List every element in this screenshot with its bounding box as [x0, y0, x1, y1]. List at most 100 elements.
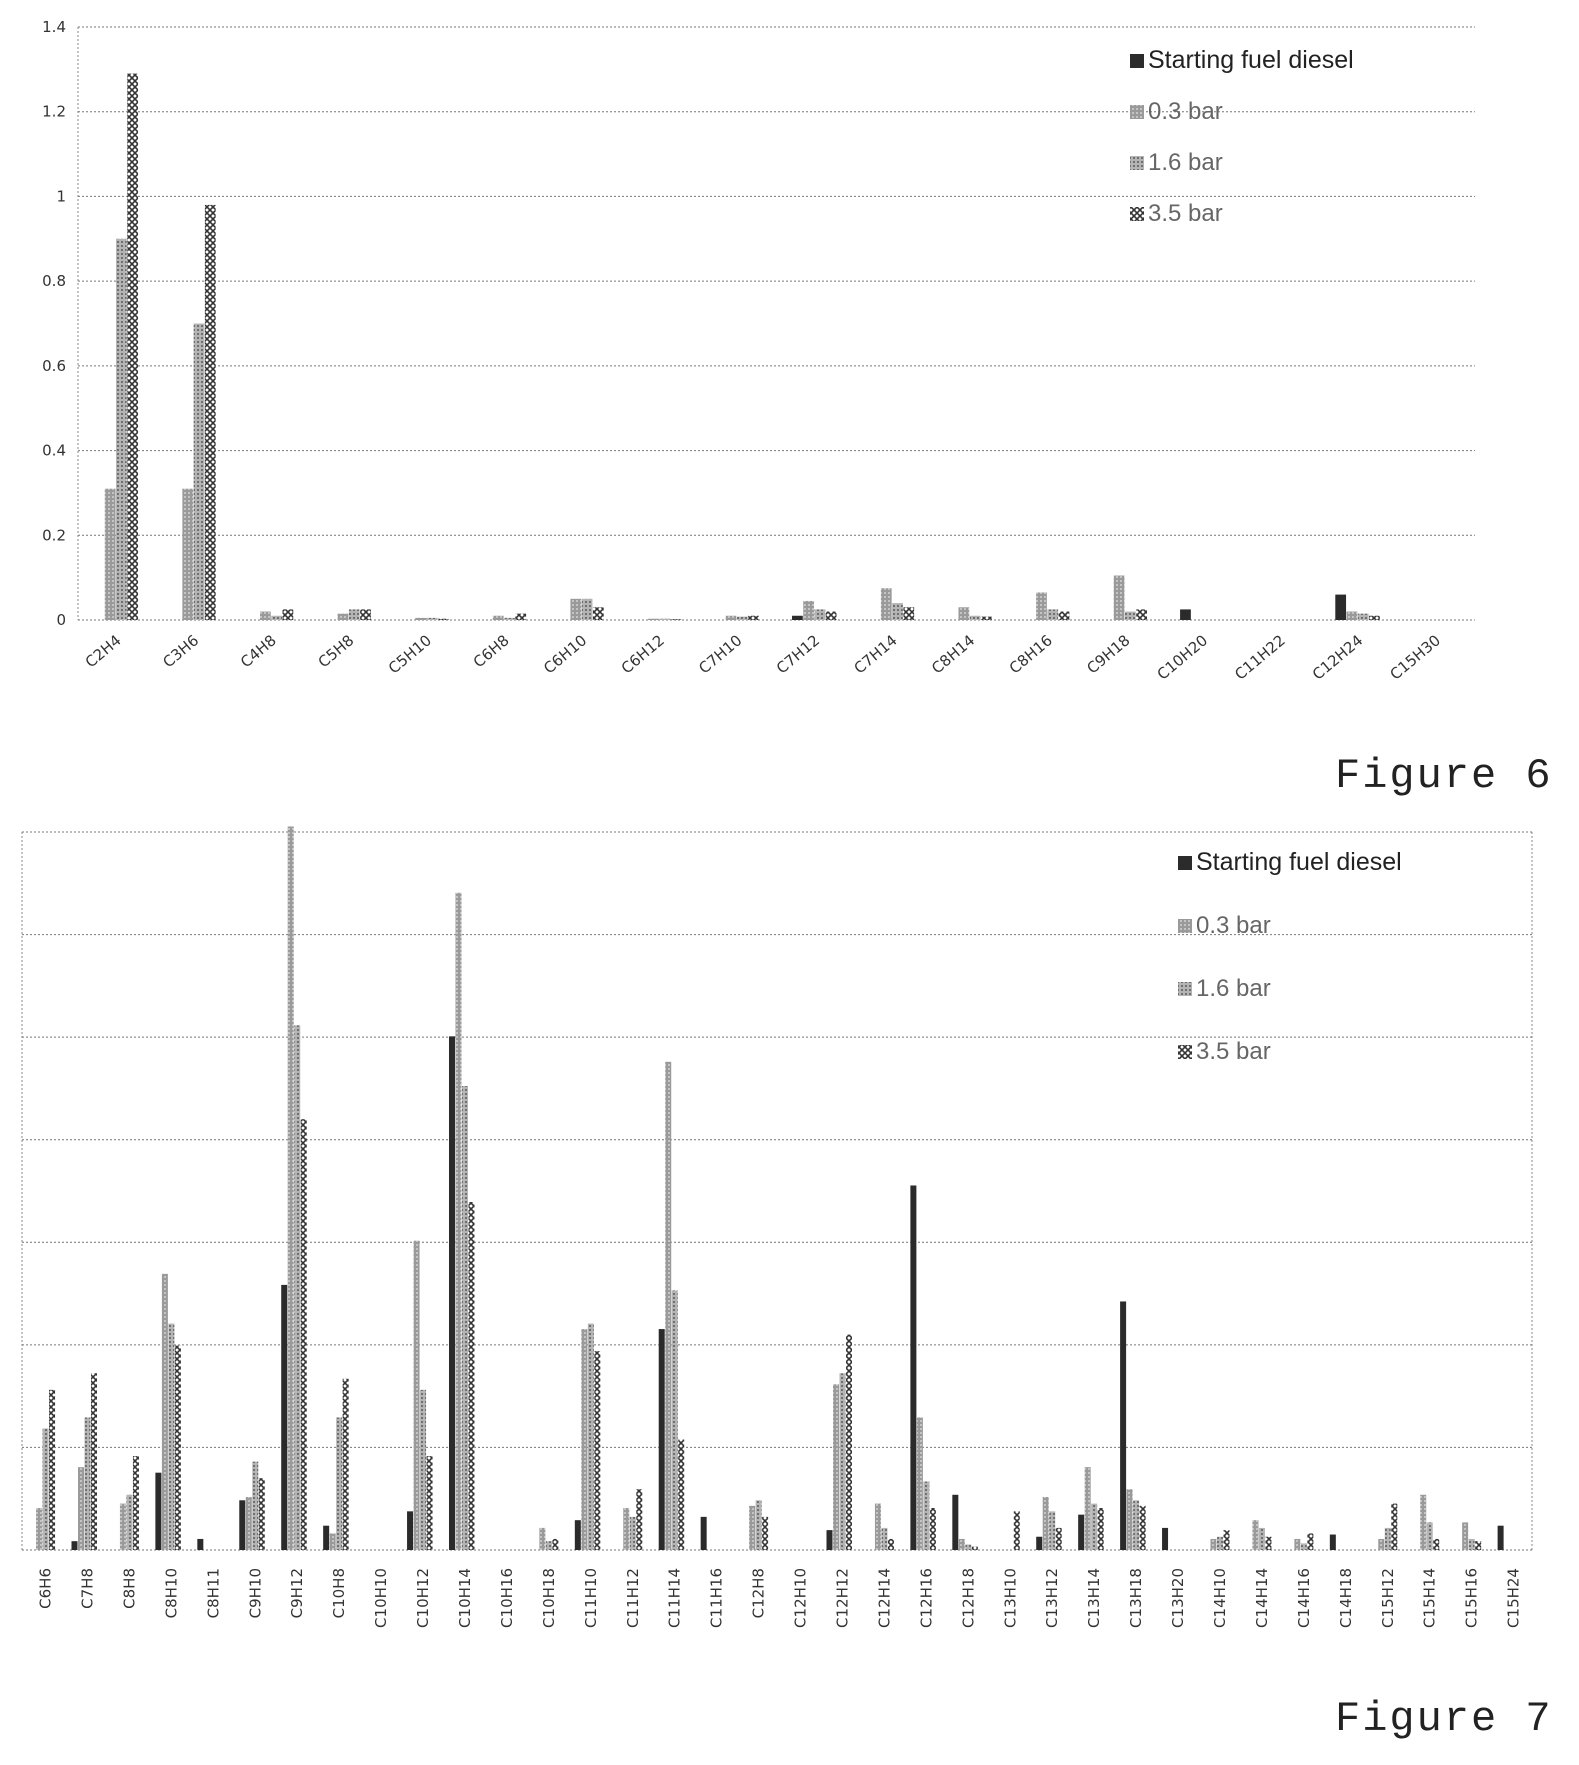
category-label: C15H12	[1379, 1568, 1397, 1628]
bar-c12h24-series-3	[1369, 615, 1380, 620]
bar-c5h8-series-1	[337, 613, 349, 620]
category-label: C11H12	[624, 1568, 642, 1628]
bar-c12h24-series-0	[1335, 594, 1347, 620]
legend-swatch	[1178, 919, 1192, 933]
category-label: C6H10	[540, 631, 590, 677]
bar-c15h14-series-3	[1433, 1538, 1440, 1550]
category-label: C7H8	[78, 1568, 96, 1609]
category-label: C4H8	[237, 631, 280, 671]
category-label: C10H20	[1154, 631, 1211, 683]
bar-c6h8-series-3	[515, 613, 527, 620]
bar-c8h10-series-3	[174, 1345, 181, 1550]
bar-c8h10-series-1	[161, 1273, 168, 1550]
bar-c15h14-series-1	[1420, 1494, 1427, 1550]
legend-swatch	[1178, 1045, 1192, 1059]
bar-c15h12-series-3	[1391, 1503, 1398, 1550]
bar-c7h8-series-3	[90, 1373, 97, 1550]
legend-swatch	[1130, 105, 1144, 119]
bar-c12h14-series-3	[887, 1538, 894, 1550]
bar-c9h18-series-1	[1113, 575, 1125, 620]
bar-c5h8-series-3	[360, 609, 371, 620]
bar-c8h14-series-3	[981, 616, 992, 620]
category-label: C6H8	[470, 631, 513, 671]
category-label: C11H22	[1231, 631, 1288, 683]
category-label: C12H12	[833, 1568, 851, 1628]
legend-label: 1.6 bar	[1148, 149, 1223, 176]
bar-c9h10-series-0	[239, 1500, 246, 1550]
bar-c13h14-series-0	[1078, 1514, 1085, 1550]
bar-c15h12-series-2	[1384, 1527, 1391, 1550]
bar-c9h12-series-3	[300, 1119, 307, 1550]
category-label: C8H8	[120, 1568, 138, 1609]
bar-c6h6-series-2	[42, 1428, 49, 1550]
category-label: C14H10	[1211, 1568, 1229, 1628]
category-label: C15H16	[1463, 1568, 1481, 1628]
legend-label: 0.3 bar	[1148, 98, 1223, 125]
bar-c4h8-series-3	[282, 609, 294, 620]
bar-c15h12-series-1	[1378, 1538, 1385, 1550]
category-label: C7H10	[695, 631, 745, 677]
bar-c5h8-series-2	[348, 609, 360, 620]
bar-c7h12-series-2	[814, 609, 826, 620]
bar-c7h12-series-1	[803, 600, 815, 620]
bar-c10h14-series-1	[455, 892, 462, 1550]
bar-c10h12-series-0	[407, 1511, 414, 1550]
bar-c6h12-series-1	[648, 618, 659, 620]
bar-c15h14-series-2	[1426, 1522, 1433, 1550]
category-label: C10H14	[456, 1568, 474, 1628]
category-label: C13H18	[1127, 1568, 1145, 1628]
bar-c12h8-series-1	[749, 1505, 756, 1550]
bar-c8h8-series-1	[119, 1503, 126, 1550]
legend-label: 1.6 bar	[1196, 975, 1271, 1002]
bar-c12h18-series-1	[958, 1538, 965, 1550]
bar-c15h16-series-1	[1462, 1522, 1469, 1550]
category-label: C10H10	[372, 1568, 390, 1628]
bar-c10h14-series-3	[468, 1202, 475, 1550]
bar-c5h10-series-2	[426, 617, 438, 620]
bar-c13h12-series-1	[1042, 1496, 1049, 1550]
bar-c12h18-series-3	[971, 1546, 978, 1550]
bar-c12h12-series-2	[839, 1373, 846, 1550]
bar-c6h8-series-1	[492, 615, 504, 620]
bar-c11h14-series-1	[665, 1061, 672, 1550]
bar-c13h18-series-3	[1139, 1505, 1146, 1550]
category-label: C11H16	[708, 1568, 726, 1628]
category-label: C6H6	[37, 1568, 55, 1609]
category-label: C10H8	[330, 1568, 348, 1618]
category-label: C14H18	[1337, 1568, 1355, 1628]
bar-c8h10-series-0	[155, 1472, 162, 1550]
bar-c14h10-series-1	[1210, 1538, 1217, 1550]
category-label: C13H20	[1169, 1568, 1187, 1628]
bar-c6h12-series-3	[670, 619, 682, 620]
figure-7-label: Figure 7	[1335, 1695, 1553, 1743]
bar-c12h16-series-3	[929, 1508, 936, 1550]
bar-c14h14-series-2	[1258, 1527, 1265, 1550]
bar-c15h16-series-2	[1468, 1538, 1475, 1550]
bar-c9h18-series-2	[1124, 611, 1136, 620]
bar-c7h8-series-2	[84, 1417, 91, 1550]
bar-c10h12-series-3	[426, 1456, 433, 1550]
bar-c6h6-series-3	[49, 1389, 56, 1550]
category-label: C12H16	[917, 1568, 935, 1628]
bar-c7h10-series-1	[725, 615, 737, 620]
bar-c8h16-series-3	[1058, 611, 1070, 620]
category-label: C2H4	[82, 631, 125, 671]
bar-c8h8-series-3	[132, 1456, 139, 1550]
legend-swatch	[1130, 207, 1144, 221]
legend-label: Starting fuel diesel	[1148, 46, 1354, 74]
bar-c14h16-series-1	[1294, 1538, 1301, 1550]
legend-swatch	[1130, 54, 1144, 68]
category-label: C8H10	[162, 1568, 180, 1618]
bar-c13h14-series-2	[1091, 1503, 1098, 1550]
figure-7-chart: C6H6 C7H8 C8H8 C8H10 C8H11 C9H10 C9H12 C10H8 C10…	[21, 826, 1533, 1628]
bar-c11h12-series-2	[629, 1516, 636, 1550]
category-label: C9H12	[288, 1568, 306, 1618]
bar-c6h12-series-2	[659, 618, 671, 620]
bar-c8h14-series-1	[958, 607, 970, 620]
y-tick-label: 1.2	[42, 103, 66, 121]
bar-c12h8-series-2	[755, 1500, 762, 1550]
bar-c6h10-series-1	[570, 598, 582, 620]
category-label: C11H10	[582, 1568, 600, 1628]
bar-c13h20-series-0	[1162, 1527, 1169, 1550]
bar-c13h14-series-1	[1084, 1467, 1091, 1550]
